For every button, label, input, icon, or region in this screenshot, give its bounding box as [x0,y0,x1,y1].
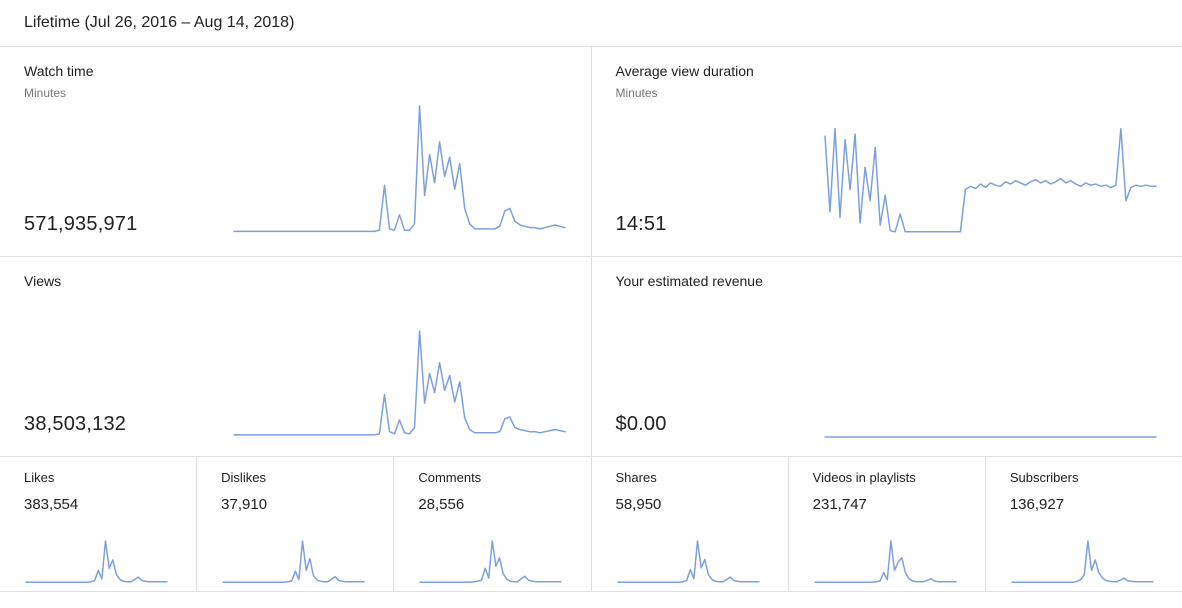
average-view-duration-value: 14:51 [615,213,667,235]
comments-card[interactable]: Comments 28,556 [394,457,591,591]
videos-in-playlists-card[interactable]: Videos in playlists 231,747 [788,457,985,591]
watch-time-card[interactable]: Watch time Minutes 571,935,971 [0,47,591,256]
estimated-revenue-card[interactable]: Your estimated revenue $0.00 [591,257,1182,456]
dislikes-title: Dislikes [221,470,266,485]
subscribers-title: Subscribers [1009,470,1079,485]
subscribers-value: 136,927 [1009,496,1065,513]
bottom-row: Likes 383,554 Dislikes 37,910 Comments 2… [0,457,1182,591]
estimated-revenue-sparkline [824,436,1157,438]
shares-card[interactable]: Shares 58,950 [591,457,788,591]
average-view-duration-sparkline [824,127,1157,233]
subscribers-sparkline [1011,540,1154,583]
videos-in-playlists-value: 231,747 [812,496,867,513]
likes-title: Likes [24,470,55,485]
likes-card[interactable]: Likes 383,554 [0,457,197,591]
footer-space [0,592,1182,606]
middle-row: Views 38,503,132 Your estimated revenue … [0,257,1182,456]
dislikes-card[interactable]: Dislikes 37,910 [197,457,394,591]
date-range-title: Lifetime (Jul 26, 2016 – Aug 14, 2018) [24,14,295,31]
dislikes-sparkline [222,540,365,583]
top-row: Watch time Minutes 571,935,971 Average v… [0,47,1182,256]
watch-time-sparkline [232,105,566,233]
average-view-duration-subtitle: Minutes [615,86,658,100]
overview-grid: Watch time Minutes 571,935,971 Average v… [0,47,1182,592]
comments-value: 28,556 [418,496,465,513]
comments-title: Comments [418,470,482,485]
views-card[interactable]: Views 38,503,132 [0,257,591,456]
report-header: Lifetime (Jul 26, 2016 – Aug 14, 2018) [0,0,1182,47]
views-title: Views [24,273,62,289]
shares-sparkline [616,540,760,583]
average-view-duration-title: Average view duration [615,63,754,79]
likes-sparkline [25,540,168,583]
videos-in-playlists-sparkline [813,540,957,583]
likes-value: 383,554 [24,496,79,513]
dislikes-value: 37,910 [221,496,268,513]
watch-time-value: 571,935,971 [24,213,138,235]
views-value: 38,503,132 [24,413,127,435]
watch-time-title: Watch time [24,63,94,79]
comments-sparkline [419,540,563,583]
average-view-duration-card[interactable]: Average view duration Minutes 14:51 [591,47,1182,256]
videos-in-playlists-title: Videos in playlists [812,470,916,485]
shares-title: Shares [615,470,657,485]
watch-time-subtitle: Minutes [24,86,67,100]
subscribers-card[interactable]: Subscribers 136,927 [985,457,1182,591]
estimated-revenue-title: Your estimated revenue [615,273,763,289]
shares-value: 58,950 [615,496,662,513]
estimated-revenue-value: $0.00 [615,413,667,435]
views-sparkline [232,330,566,436]
